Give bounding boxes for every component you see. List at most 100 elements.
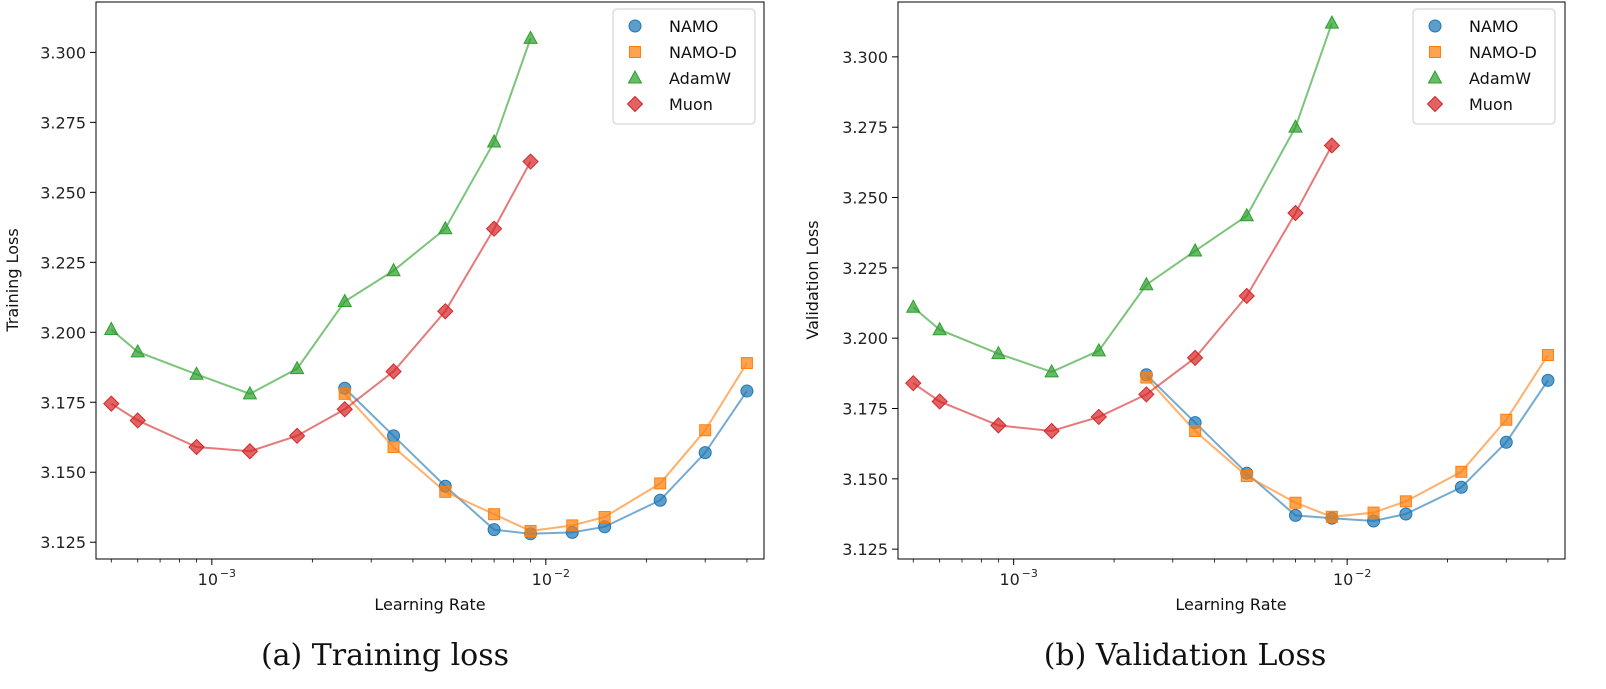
- data-point-adamw: [103, 321, 119, 335]
- data-point-namo-d: [488, 508, 501, 521]
- y-tick-label: 3.150: [40, 463, 86, 482]
- data-point-muon: [1043, 422, 1060, 440]
- y-axis-label: Validation Loss: [803, 220, 822, 339]
- x-tick-label: 10: [198, 570, 218, 589]
- legend-label-muon: Muon: [1469, 95, 1513, 114]
- data-point-namo-d: [699, 424, 712, 437]
- data-point-muon: [990, 417, 1007, 434]
- y-tick-label: 3.300: [842, 48, 888, 67]
- panel-b-validation-loss: 3.125 3.150 3.175 3.200 3.225 3.250 3.275 3.300…: [803, 1, 1566, 673]
- data-point-namo-d: [524, 525, 537, 538]
- data-point-muon: [129, 412, 146, 429]
- series-line-adamw: [110, 38, 532, 395]
- x-tick-label: 10: [1333, 570, 1353, 589]
- x-axis-label: Learning Rate: [374, 595, 485, 614]
- data-point-namo-d: [1289, 496, 1302, 509]
- data-point-adamw: [437, 220, 453, 235]
- y-tick-label: 3.150: [842, 470, 888, 489]
- data-point-adamw: [486, 133, 502, 148]
- data-point-namo: [653, 493, 667, 507]
- legend-marker-adamw: [1427, 69, 1443, 84]
- caption-a: (a) Training loss: [261, 638, 509, 673]
- y-tick-label: 3.200: [40, 323, 86, 342]
- data-point-adamw: [523, 30, 538, 44]
- data-point-namo-d: [1500, 413, 1513, 426]
- data-point-namo: [1541, 373, 1555, 387]
- legend-box: [612, 8, 756, 125]
- legend-marker-namo: [628, 19, 642, 33]
- caption-b: (b) Validation Loss: [1044, 638, 1327, 673]
- series-line-namo: [344, 387, 748, 535]
- data-point-namo: [740, 384, 754, 398]
- data-point-namo: [1399, 507, 1413, 521]
- data-point-muon: [103, 395, 120, 412]
- data-point-muon: [1287, 204, 1304, 222]
- data-point-namo-d: [387, 441, 400, 454]
- legend-marker-muon: [626, 95, 644, 113]
- data-point-muon: [1323, 137, 1341, 154]
- data-point-namo-d: [740, 357, 753, 370]
- series-line-adamw: [912, 22, 1333, 374]
- data-point-muon: [288, 427, 306, 445]
- data-point-namo-d: [1189, 425, 1202, 438]
- y-tick-label: 3.275: [842, 118, 888, 137]
- data-point-muon: [1090, 408, 1107, 426]
- data-point-namo-d: [1240, 470, 1253, 483]
- data-point-adamw: [337, 293, 353, 307]
- x-tick-exponent: −3: [1022, 567, 1038, 580]
- legend-marker-adamw: [627, 69, 643, 84]
- legend-label-adamw: AdamW: [1469, 69, 1531, 88]
- legend-marker-muon: [1426, 95, 1444, 113]
- data-point-namo-d: [598, 511, 611, 524]
- data-point-namo-d: [1455, 465, 1468, 478]
- data-point-adamw: [1324, 15, 1340, 29]
- data-point-adamw: [289, 360, 305, 375]
- y-tick-label: 3.250: [842, 189, 888, 208]
- legend-marker-namo-d: [1429, 46, 1441, 58]
- data-point-namo-d: [1367, 506, 1380, 519]
- data-point-namo: [487, 523, 501, 537]
- data-point-adamw: [1288, 119, 1303, 133]
- legend-label-muon: Muon: [669, 95, 713, 114]
- legend-label-namo: NAMO: [1469, 17, 1518, 36]
- x-tick-exponent: −2: [1355, 567, 1371, 580]
- data-point-muon: [485, 220, 503, 237]
- legend-marker-namo-d: [629, 46, 641, 58]
- y-tick-label: 3.125: [842, 540, 888, 559]
- x-axis-label: Learning Rate: [1175, 595, 1286, 614]
- data-point-adamw: [1044, 363, 1059, 378]
- data-point-muon: [336, 401, 353, 418]
- data-point-namo: [1288, 508, 1302, 522]
- y-tick-label: 3.225: [842, 259, 888, 278]
- data-point-muon: [437, 303, 454, 320]
- data-point-adamw: [1239, 207, 1255, 222]
- data-point-namo-d: [566, 519, 579, 532]
- y-tick-label: 3.175: [842, 399, 888, 418]
- legend-label-namo-d: NAMO-D: [1469, 43, 1537, 62]
- data-point-muon: [1138, 386, 1155, 403]
- x-tick-label: 10: [532, 570, 552, 589]
- data-point-adamw: [932, 321, 948, 336]
- legend-label-namo: NAMO: [669, 17, 718, 36]
- data-point-namo: [1454, 480, 1468, 494]
- data-point-muon: [1238, 287, 1255, 305]
- y-tick-label: 3.300: [40, 43, 86, 62]
- data-point-namo: [1499, 435, 1513, 449]
- data-point-muon: [931, 393, 948, 410]
- y-tick-label: 3.175: [40, 393, 86, 412]
- x-tick-exponent: −3: [220, 567, 236, 580]
- data-point-muon: [188, 438, 205, 456]
- data-point-namo-d: [1541, 349, 1554, 362]
- data-point-muon: [1186, 349, 1204, 367]
- data-point-adamw: [386, 262, 401, 277]
- data-point-muon: [385, 363, 402, 380]
- data-point-namo-d: [1325, 510, 1338, 523]
- data-point-namo: [698, 446, 712, 460]
- data-point-namo-d: [654, 477, 667, 490]
- data-point-muon: [522, 153, 539, 170]
- data-point-muon: [241, 443, 259, 460]
- data-point-muon: [905, 374, 922, 392]
- legend-label-adamw: AdamW: [669, 69, 731, 88]
- data-point-namo-d: [1140, 371, 1153, 384]
